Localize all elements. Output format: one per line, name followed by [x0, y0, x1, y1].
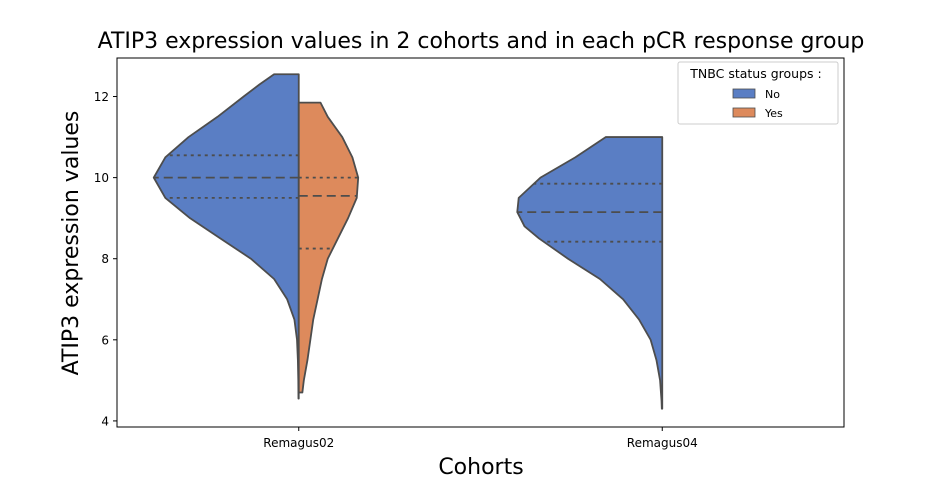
y-tick-label: 8: [101, 252, 109, 266]
y-tick-label: 6: [101, 333, 109, 347]
y-axis-ticks: 4 6 8 10 12: [94, 90, 117, 428]
x-tick-label: Remagus04: [627, 436, 698, 450]
violin-remagus02-yes: [297, 101, 360, 394]
legend-title: TNBC status groups :: [689, 66, 821, 81]
x-axis-label: Cohorts: [438, 455, 523, 480]
violin-remagus02-no: [152, 73, 300, 400]
violins-layer: [152, 73, 664, 410]
y-tick-label: 10: [94, 171, 109, 185]
violin-remagus04-no: [516, 136, 664, 410]
x-axis-ticks: Remagus02 Remagus04: [263, 427, 698, 450]
legend-label-no: No: [765, 88, 780, 101]
legend-label-yes: Yes: [764, 107, 783, 120]
legend: TNBC status groups : No Yes: [677, 61, 839, 125]
y-tick-label: 12: [94, 90, 109, 104]
x-tick-label: Remagus02: [263, 436, 334, 450]
plot-frame: [116, 57, 845, 428]
legend-swatch-yes: [732, 107, 756, 118]
y-tick-label: 4: [101, 414, 109, 428]
y-axis-label: ATIP3 expression values: [59, 111, 84, 376]
legend-swatch-no: [732, 88, 756, 99]
chart-title: ATIP3 expression values in 2 cohorts and…: [98, 29, 865, 54]
legend-box: [677, 61, 839, 125]
